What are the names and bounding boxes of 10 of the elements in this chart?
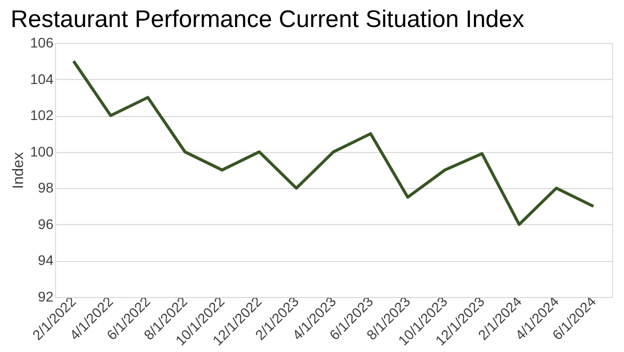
y-tick-label: 98 xyxy=(38,180,54,196)
y-tick-label: 102 xyxy=(30,107,54,124)
y-tick-label: 100 xyxy=(30,143,54,160)
y-tick-label: 104 xyxy=(30,70,54,87)
y-tick-label: 96 xyxy=(38,216,54,232)
y-tick-label: 94 xyxy=(38,252,54,268)
y-tick-label: 106 xyxy=(30,34,54,50)
chart-title: Restaurant Performance Current Situation Index xyxy=(10,6,524,33)
line-series xyxy=(72,60,595,226)
y-axis-title: Index xyxy=(10,152,28,189)
